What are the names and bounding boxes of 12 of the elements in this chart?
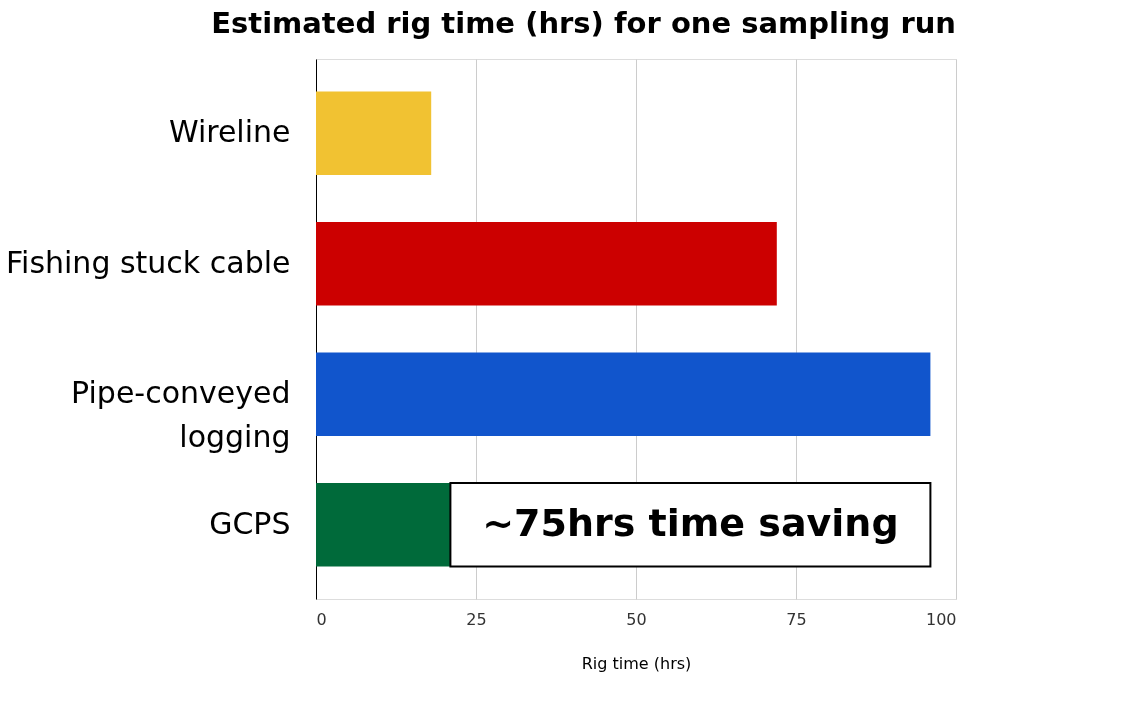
x-tick-label: 0 [316, 609, 327, 629]
x-tick-label: 75 [786, 609, 807, 629]
annotation: ~75hrs time saving [482, 500, 899, 545]
x-tick-label: 25 [466, 609, 487, 629]
x-axis-title: Rig time (hrs) [581, 653, 692, 673]
y-tick-label: Pipe-conveyed logging [71, 375, 291, 455]
x-tick-label: 50 [626, 609, 647, 629]
chart-title: Estimated rig time (hrs) for one sampling run [211, 6, 956, 40]
y-tick-label: Wireline [168, 114, 291, 150]
y-tick-label: Fishing stuck cable [5, 244, 291, 280]
x-tick-label: 100 [925, 609, 957, 629]
y-tick-label: GCPS [209, 505, 291, 541]
